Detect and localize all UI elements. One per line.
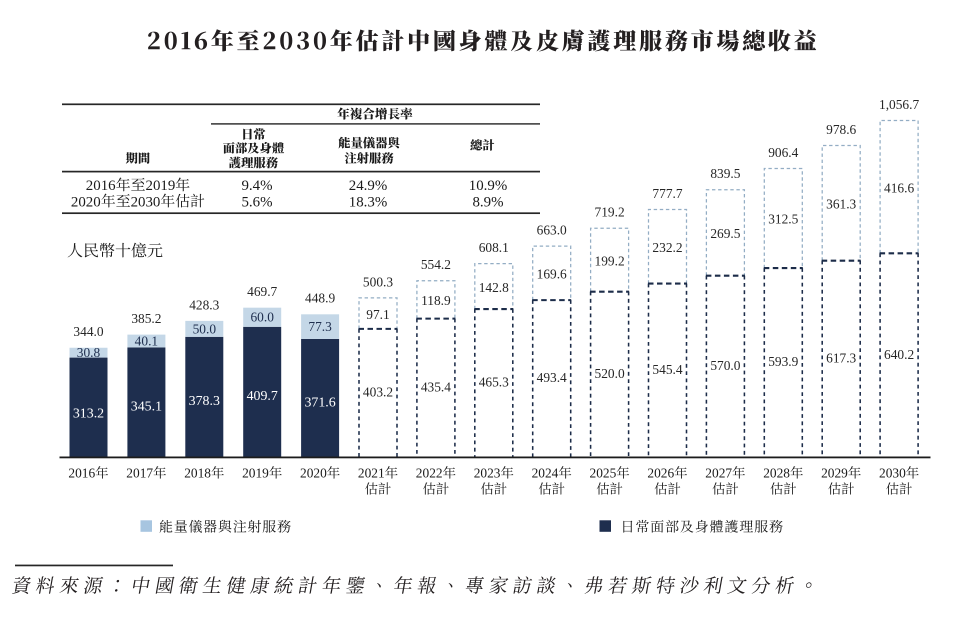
svg-text:199.2: 199.2 — [595, 253, 625, 268]
svg-text:2026: 2026 — [647, 466, 674, 481]
svg-text:2024: 2024 — [532, 466, 559, 481]
svg-text:2016: 2016 — [86, 178, 116, 194]
svg-text:10.9%: 10.9% — [469, 178, 507, 194]
svg-text:269.5: 269.5 — [710, 226, 740, 241]
svg-text:593.9: 593.9 — [768, 354, 798, 369]
svg-text:500.3: 500.3 — [363, 274, 393, 289]
svg-text:313.2: 313.2 — [73, 407, 104, 422]
svg-text:2030: 2030 — [879, 466, 906, 481]
svg-text:2019: 2019 — [242, 466, 269, 481]
svg-text:60.0: 60.0 — [250, 310, 274, 325]
svg-text:2018: 2018 — [184, 466, 211, 481]
svg-text:97.1: 97.1 — [366, 307, 389, 322]
svg-text:554.2: 554.2 — [421, 257, 451, 272]
svg-text:906.4: 906.4 — [768, 145, 798, 160]
svg-text:8.9%: 8.9% — [472, 194, 503, 210]
svg-text:2028: 2028 — [763, 466, 790, 481]
svg-text:18.3%: 18.3% — [349, 194, 387, 210]
svg-text:465.3: 465.3 — [479, 375, 509, 390]
svg-text:403.2: 403.2 — [363, 385, 393, 400]
svg-text:435.4: 435.4 — [421, 379, 451, 394]
svg-text:378.3: 378.3 — [189, 394, 220, 409]
svg-text:719.2: 719.2 — [595, 205, 625, 220]
svg-text:617.3: 617.3 — [826, 351, 856, 366]
svg-text:40.1: 40.1 — [135, 333, 158, 348]
svg-text:663.0: 663.0 — [537, 223, 567, 238]
svg-text:2025: 2025 — [590, 466, 617, 481]
svg-text:24.9%: 24.9% — [349, 178, 387, 194]
svg-text:2019: 2019 — [146, 178, 176, 194]
svg-text:50.0: 50.0 — [193, 321, 217, 336]
svg-text:2029: 2029 — [821, 466, 848, 481]
svg-text:232.2: 232.2 — [652, 240, 682, 255]
svg-text:448.9: 448.9 — [305, 291, 335, 306]
svg-text:493.4: 493.4 — [537, 370, 567, 385]
svg-text:640.2: 640.2 — [884, 347, 914, 362]
svg-text:9.4%: 9.4% — [241, 178, 272, 194]
svg-text:409.7: 409.7 — [247, 389, 278, 404]
svg-text:361.3: 361.3 — [826, 197, 856, 212]
svg-text:345.1: 345.1 — [131, 400, 162, 415]
svg-text:169.6: 169.6 — [537, 267, 567, 282]
svg-text:428.3: 428.3 — [189, 297, 219, 312]
svg-text:570.0: 570.0 — [710, 358, 740, 373]
svg-text:2023: 2023 — [474, 466, 501, 481]
svg-text:416.6: 416.6 — [884, 180, 914, 195]
svg-text:2017: 2017 — [126, 466, 153, 481]
svg-text:385.2: 385.2 — [131, 311, 161, 326]
svg-text:978.6: 978.6 — [826, 122, 856, 137]
svg-text:545.4: 545.4 — [652, 362, 682, 377]
svg-text:30.8: 30.8 — [77, 345, 101, 360]
svg-text:344.0: 344.0 — [73, 324, 103, 339]
svg-text:2030: 2030 — [131, 194, 161, 210]
svg-text:312.5: 312.5 — [768, 212, 798, 227]
svg-text:520.0: 520.0 — [595, 366, 625, 381]
svg-text:2027: 2027 — [705, 466, 732, 481]
svg-text:2022: 2022 — [416, 466, 443, 481]
svg-text:608.1: 608.1 — [479, 240, 509, 255]
svg-text:469.7: 469.7 — [247, 284, 277, 299]
svg-text:2020: 2020 — [300, 466, 327, 481]
svg-text:371.6: 371.6 — [304, 395, 335, 410]
svg-text:2020: 2020 — [71, 194, 101, 210]
svg-text:839.5: 839.5 — [710, 166, 740, 181]
svg-text:777.7: 777.7 — [652, 186, 682, 201]
svg-text:2016: 2016 — [68, 466, 95, 481]
svg-text:5.6%: 5.6% — [241, 194, 272, 210]
svg-text:118.9: 118.9 — [421, 293, 451, 308]
svg-text:1,056.7: 1,056.7 — [879, 97, 919, 112]
svg-text:2021: 2021 — [358, 466, 385, 481]
svg-text:142.8: 142.8 — [479, 280, 509, 295]
svg-text:77.3: 77.3 — [308, 319, 332, 334]
